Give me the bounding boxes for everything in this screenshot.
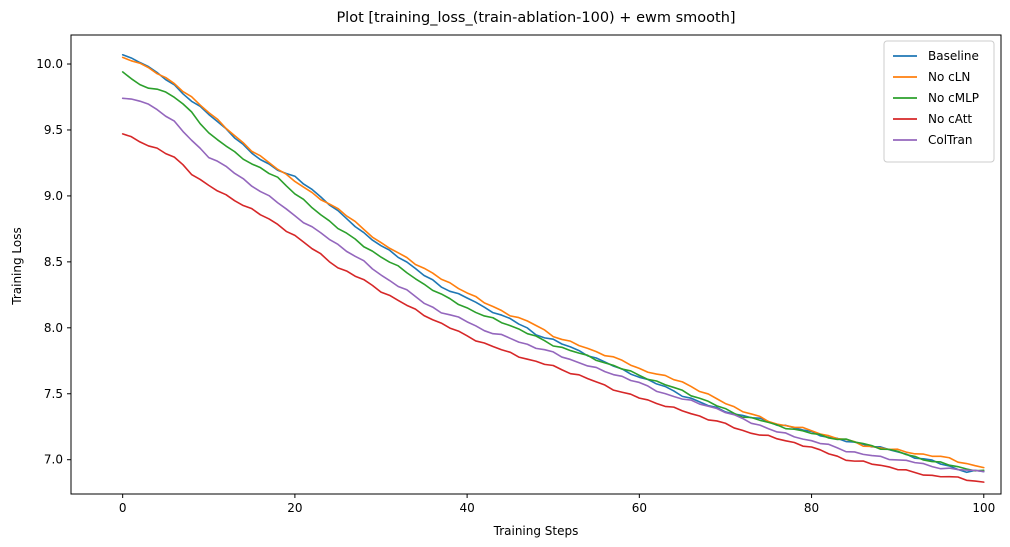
- legend-label-no-cmlp: No cMLP: [928, 91, 979, 105]
- chart-title: Plot [training_loss_(train-ablation-100)…: [336, 10, 735, 26]
- y-tick-label: 8.0: [44, 321, 63, 335]
- plot-frame: [70, 34, 1002, 495]
- axis-ticks: 0 20 40 60 80 100 7.0 7.5 8.0 8.5 9.0 9.5 10.0: [36, 57, 995, 515]
- x-tick-label: 20: [287, 501, 302, 515]
- legend-frame: [883, 40, 995, 163]
- y-tick-label: 9.5: [44, 123, 63, 137]
- y-tick-label: 9.0: [44, 189, 63, 203]
- legend-label-baseline: Baseline: [928, 49, 979, 63]
- series-line-coltran: [121, 97, 985, 473]
- y-axis-title: Training Loss: [10, 227, 24, 305]
- y-tick-label: 7.5: [44, 387, 63, 401]
- y-tick-label: 7.0: [44, 453, 63, 467]
- x-axis-title: Training Steps: [493, 524, 579, 538]
- y-tick-label: 10.0: [36, 57, 63, 71]
- legend-label-no-catt: No cAtt: [928, 112, 972, 126]
- legend-label-coltran: ColTran: [928, 133, 973, 147]
- x-tick-label: 40: [459, 501, 474, 515]
- x-tick-label: 80: [804, 501, 819, 515]
- legend: Baseline No cLN No cMLP No cAtt ColTran: [883, 40, 995, 163]
- plot-area: [121, 53, 985, 483]
- x-tick-label: 100: [972, 501, 995, 515]
- x-tick-label: 0: [119, 501, 127, 515]
- series-line-no-cmlp: [121, 71, 985, 472]
- x-tick-label: 60: [632, 501, 647, 515]
- legend-label-no-cln: No cLN: [928, 70, 970, 84]
- series-line-no-catt: [121, 133, 985, 483]
- y-tick-label: 8.5: [44, 255, 63, 269]
